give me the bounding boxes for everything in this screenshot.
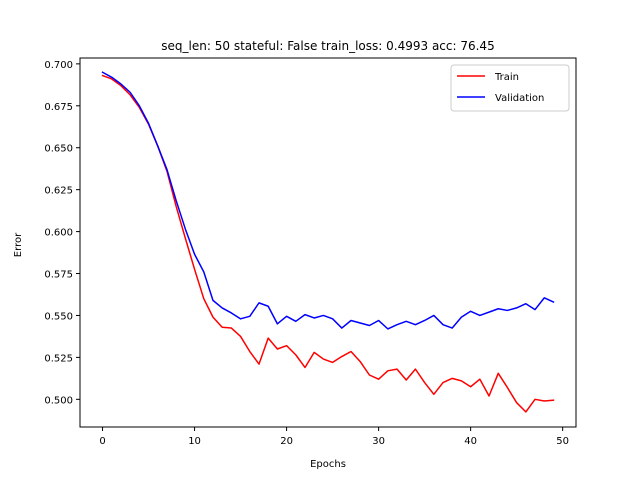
plot-area	[79, 57, 577, 428]
y-tick-label: 0.625	[44, 186, 73, 197]
y-tick-label: 0.700	[44, 60, 73, 71]
legend-label-validation: Validation	[495, 93, 544, 104]
legend: Train Validation	[450, 64, 570, 112]
chart-title: seq_len: 50 stateful: False train_loss: …	[161, 39, 494, 53]
x-tick-label: 20	[280, 436, 293, 447]
y-tick-label: 0.650	[44, 144, 73, 155]
x-tick-label: 0	[99, 436, 105, 447]
y-tick-label: 0.500	[44, 395, 73, 406]
series-line-train	[101, 74, 555, 413]
y-tick-label: 0.675	[44, 102, 73, 113]
x-axis: 0 10 20 30 40 50	[99, 427, 569, 447]
plot-frame	[79, 57, 577, 428]
x-tick-label: 40	[464, 436, 477, 447]
x-tick-label: 10	[188, 436, 201, 447]
y-tick-label: 0.525	[44, 353, 73, 364]
x-tick-label: 30	[372, 436, 385, 447]
y-tick-label: 0.575	[44, 270, 73, 281]
y-axis-title: Error	[13, 232, 24, 257]
y-axis: 0.500 0.525 0.550 0.575 0.600 0.625 0.650 0.675…	[44, 60, 80, 406]
x-tick-label: 50	[556, 436, 569, 447]
series-line-validation	[101, 71, 555, 330]
y-tick-label: 0.600	[44, 228, 73, 239]
series-layer	[101, 71, 555, 413]
y-tick-label: 0.550	[44, 311, 73, 322]
legend-label-train: Train	[494, 72, 519, 83]
x-axis-title: Epochs	[310, 459, 346, 470]
